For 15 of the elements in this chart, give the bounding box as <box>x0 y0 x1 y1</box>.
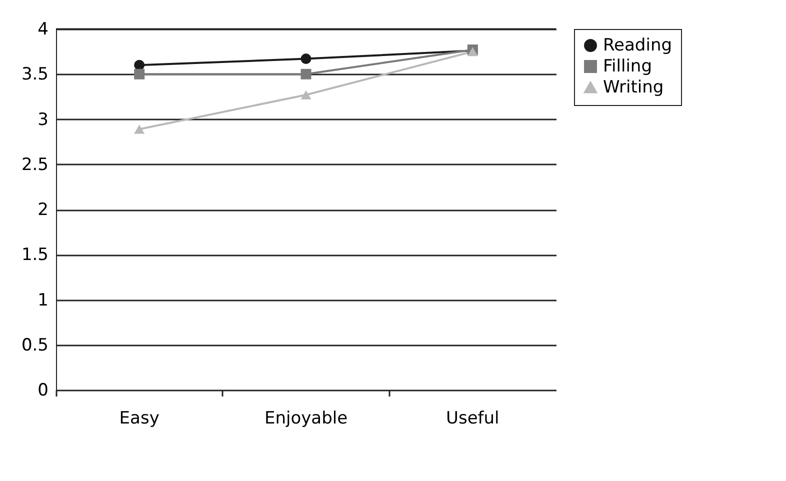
y-tick-label: 1 <box>38 290 48 310</box>
y-tick-label: 2.5 <box>21 154 48 175</box>
y-tick-label: 0 <box>38 380 48 400</box>
x-tick-label: Useful <box>446 408 500 428</box>
legend-label: Writing <box>603 78 664 98</box>
y-tick-label: 3.5 <box>21 64 48 85</box>
x-tick-label: Easy <box>119 408 160 428</box>
legend-label: Filling <box>603 56 652 76</box>
x-tick-label: Enjoyable <box>264 408 348 428</box>
y-tick-label: 2 <box>38 200 48 220</box>
y-tick-label: 3 <box>38 110 48 130</box>
y-tick-label: 0.5 <box>21 335 48 356</box>
legend-label: Reading <box>603 36 672 56</box>
y-tick-label: 1.5 <box>21 245 48 266</box>
y-tick-label: 4 <box>38 20 48 40</box>
